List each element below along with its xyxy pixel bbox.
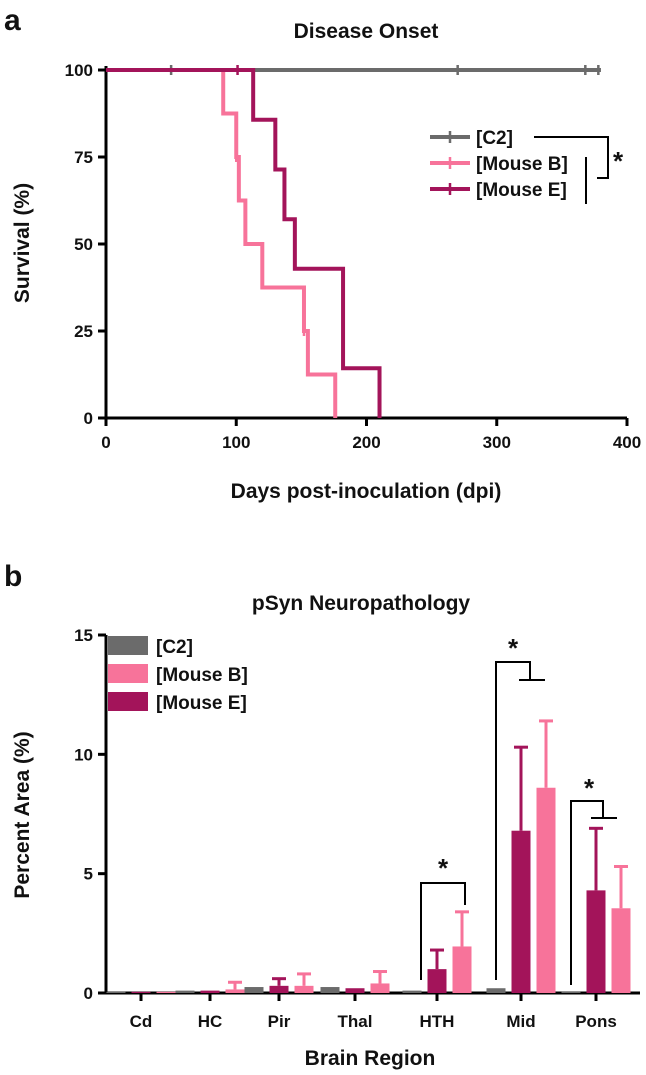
bar-hc-1 [200, 990, 220, 993]
bar-y-tick-label: 10 [74, 745, 93, 764]
bar-bracket-mid [495, 661, 545, 980]
bar-hc-0 [175, 990, 195, 993]
survival-x-axis-label: Days post-inoculation (dpi) [231, 480, 502, 503]
bar-pons-1 [586, 890, 606, 993]
bar-hc-2 [225, 989, 245, 993]
survival-legend: [C2] [Mouse B] [Mouse E] [430, 128, 568, 201]
bar-mid-2 [536, 787, 556, 993]
bar-mid-1 [511, 830, 531, 993]
bar-pons-2 [611, 908, 631, 993]
bar-legend-label: [Mouse B] [156, 665, 248, 686]
bar-x-tick-label: Mid [506, 1012, 535, 1031]
bar-x-tick-label: HC [198, 1012, 223, 1031]
survival-x-tick-label: 100 [222, 433, 250, 452]
bar-y-tick-label: 5 [84, 865, 93, 884]
panel-b-bar-chart: b pSyn Neuropathology Percent Area (%) B… [4, 560, 640, 1070]
survival-x-tick-label: 400 [613, 433, 641, 452]
bar-hth-2 [452, 946, 472, 993]
bar-x-tick-label: Cd [130, 1012, 153, 1031]
survival-curve-2 [106, 68, 382, 418]
bar-x-tick-label: Pir [268, 1012, 291, 1031]
survival-curves [106, 65, 601, 418]
bar-chart-title: pSyn Neuropathology [252, 592, 470, 615]
bar-thal-2 [370, 983, 390, 993]
bar-y-axis-label: Percent Area (%) [11, 731, 34, 898]
survival-axes: 0 25 50 75 100 0 100 200 300 400 [65, 61, 642, 452]
survival-x-tick-label: 300 [483, 433, 511, 452]
bar-significance: * * * [420, 633, 617, 985]
bar-pons-0 [561, 991, 581, 993]
survival-curve-1 [106, 68, 338, 418]
bar-legend-swatch [108, 664, 148, 683]
bar-cd-2 [156, 991, 176, 993]
panel-letter-a: a [4, 4, 21, 37]
bar-hth-1 [427, 969, 447, 993]
panel-letter-b: b [4, 560, 22, 593]
bar-pir-2 [294, 985, 314, 993]
bar-significance-star-pons: * [584, 773, 595, 803]
bar-y-tick-label: 15 [74, 626, 93, 645]
survival-legend-label: [Mouse B] [476, 154, 568, 175]
bar-x-tick-label: Pons [575, 1012, 617, 1031]
survival-y-tick-label: 100 [65, 61, 93, 80]
survival-legend-label: [C2] [476, 128, 513, 149]
bar-legend-swatch [108, 692, 148, 711]
survival-legend-label: [Mouse E] [476, 180, 567, 201]
bar-legend-label: [C2] [156, 637, 193, 658]
bar-series [106, 719, 631, 993]
bar-hth-0 [402, 990, 422, 993]
bar-cd-1 [131, 991, 151, 993]
bar-legend-label: [Mouse E] [156, 693, 247, 714]
bar-pir-1 [269, 985, 289, 993]
bar-pir-0 [244, 987, 264, 993]
survival-bracket-outer [534, 136, 609, 179]
panel-a-survival-chart: a Disease Onset Survival (%) Days post-i… [4, 4, 641, 503]
bar-significance-star-mid: * [508, 633, 519, 663]
bar-x-tick-label: Thal [338, 1012, 373, 1031]
survival-y-axis-label: Survival (%) [11, 183, 34, 303]
bar-y-tick-label: 0 [84, 984, 93, 1003]
bar-significance-star-hth: * [438, 853, 449, 883]
bar-cd-0 [106, 991, 126, 993]
survival-significance: * [534, 136, 624, 204]
bar-legend: [C2] [Mouse B] [Mouse E] [108, 636, 248, 714]
survival-y-tick-label: 0 [84, 409, 93, 428]
survival-y-tick-label: 25 [74, 322, 93, 341]
bar-x-tick-label: HTH [420, 1012, 455, 1031]
survival-x-tick-label: 0 [101, 433, 110, 452]
bar-thal-1 [345, 988, 365, 993]
bar-thal-0 [320, 987, 340, 993]
bar-mid-0 [486, 988, 506, 993]
survival-y-tick-label: 75 [74, 148, 93, 167]
survival-y-tick-label: 50 [74, 235, 93, 254]
survival-chart-title: Disease Onset [294, 20, 439, 43]
survival-x-tick-label: 200 [352, 433, 380, 452]
bar-x-axis-label: Brain Region [305, 1047, 436, 1070]
survival-significance-star: * [613, 146, 624, 176]
bar-legend-swatch [108, 636, 148, 655]
bar-bracket-pons [570, 800, 617, 985]
bar-bracket-hth [420, 882, 466, 980]
